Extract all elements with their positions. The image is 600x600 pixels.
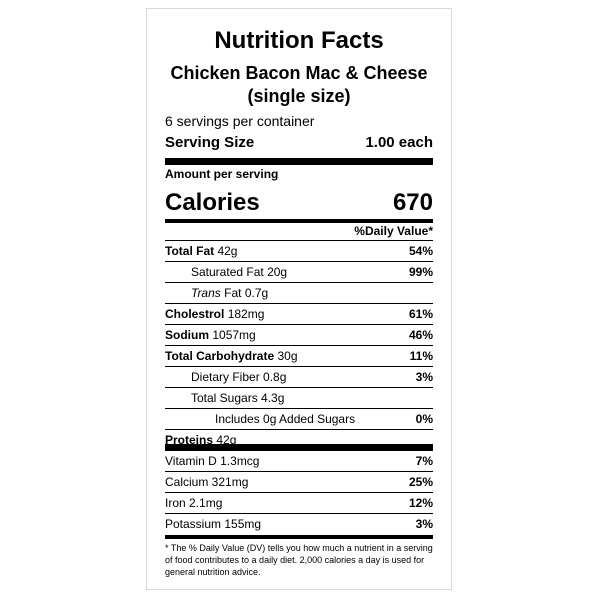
vitamin-percent: 3% xyxy=(415,517,433,531)
nutrient-name: Total Sugars xyxy=(191,391,258,405)
label-title: Nutrition Facts xyxy=(214,27,384,54)
divider-medium xyxy=(165,535,433,539)
nutrient-amount: 1057mg xyxy=(212,328,256,342)
nutrient-row-added-sugars: Includes 0g Added Sugars 0% xyxy=(165,408,433,429)
vitamin-row-calcium: Calcium 321mg 25% xyxy=(165,471,433,492)
vitamin-name: Calcium 321mg xyxy=(165,475,249,489)
nutrient-name: Trans xyxy=(191,286,221,300)
vitamin-name: Potassium 155mg xyxy=(165,517,262,531)
nutrient-name: Saturated Fat xyxy=(191,265,264,279)
nutrient-row-dietary-fiber: Dietary Fiber 0.8g 3% xyxy=(165,366,433,387)
nutrient-amount: Fat 0.7g xyxy=(224,286,269,300)
nutrient-row-total-carbohydrate: Total Carbohydrate 30g 11% xyxy=(165,345,433,366)
nutrient-percent: 61% xyxy=(408,307,433,321)
daily-value-footnote: * The % Daily Value (DV) tells you how m… xyxy=(165,543,433,577)
nutrient-name: Total Fat xyxy=(165,244,215,258)
servings-per-container: 6 servings per container xyxy=(165,113,315,129)
serving-size-row: Serving Size 1.00 each xyxy=(165,133,433,153)
nutrient-row-total-sugars: Total Sugars 4.3g xyxy=(165,387,433,408)
nutrient-amount: 42g xyxy=(216,433,237,447)
vitamin-percent: 7% xyxy=(415,454,433,468)
divider-thin xyxy=(165,240,433,241)
nutrient-row-proteins: Proteins 42g xyxy=(165,429,433,450)
product-name-line1: Chicken Bacon Mac & Cheese xyxy=(170,63,428,83)
nutrient-amount: 4.3g xyxy=(261,391,285,405)
vitamin-name: Vitamin D 1.3mcg xyxy=(165,454,260,468)
nutrient-amount: 30g xyxy=(277,349,298,363)
vitamin-percent: 25% xyxy=(408,475,433,489)
nutrient-percent: 3% xyxy=(415,370,433,384)
nutrient-percent: 99% xyxy=(408,265,433,279)
nutrient-row-trans-fat: Trans Fat 0.7g xyxy=(165,282,433,303)
product-name: Chicken Bacon Mac & Cheese (single size) xyxy=(165,62,433,108)
vitamin-row-iron: Iron 2.1mg 12% xyxy=(165,492,433,513)
calories-label: Calories xyxy=(165,189,260,216)
nutrient-name: Cholestrol xyxy=(165,307,225,321)
calories-value: 670 xyxy=(392,189,433,216)
product-name-line2: (single size) xyxy=(247,86,351,106)
nutrient-percent: 11% xyxy=(409,349,433,363)
vitamin-row-potassium: Potassium 155mg 3% xyxy=(165,513,433,534)
nutrient-percent: 54% xyxy=(408,244,433,258)
nutrient-name: Total Carbohydrate xyxy=(165,349,275,363)
nutrient-row-sodium: Sodium 1057mg 46% xyxy=(165,324,433,345)
serving-size-label: Serving Size xyxy=(165,134,255,151)
vitamin-percent: 12% xyxy=(408,496,433,510)
nutrient-row-cholestrol: Cholestrol 182mg 61% xyxy=(165,303,433,324)
nutrition-facts-label: Nutrition Facts Chicken Bacon Mac & Chee… xyxy=(146,8,452,590)
nutrient-amount: 42g xyxy=(217,244,238,258)
vitamin-row-vitamin-d: Vitamin D 1.3mcg 7% xyxy=(165,451,433,471)
nutrient-name: Includes 0g Added Sugars xyxy=(215,412,356,426)
nutrient-amount: 20g xyxy=(267,265,288,279)
serving-size-value: 1.00 each xyxy=(365,134,433,151)
divider-thick xyxy=(165,158,433,165)
divider-thick xyxy=(165,444,433,451)
nutrient-amount: 0.8g xyxy=(263,370,287,384)
divider-medium xyxy=(165,219,433,223)
vitamin-name: Iron 2.1mg xyxy=(165,496,223,510)
amount-per-serving: Amount per serving xyxy=(165,167,279,181)
nutrient-amount: 182mg xyxy=(227,307,265,321)
nutrient-percent: 0% xyxy=(415,412,433,426)
nutrient-name: Sodium xyxy=(165,328,209,342)
nutrient-list: Total Fat 42g 54% Saturated Fat 20g 99% … xyxy=(165,241,433,450)
nutrient-percent: 46% xyxy=(408,328,433,342)
daily-value-header: %Daily Value* xyxy=(354,224,433,238)
vitamin-list: Vitamin D 1.3mcg 7% Calcium 321mg 25% Ir… xyxy=(165,451,433,534)
nutrient-row-total-fat: Total Fat 42g 54% xyxy=(165,241,433,261)
nutrient-name: Proteins xyxy=(165,433,214,447)
nutrient-name: Dietary Fiber xyxy=(191,370,260,384)
nutrient-row-saturated-fat: Saturated Fat 20g 99% xyxy=(165,261,433,282)
